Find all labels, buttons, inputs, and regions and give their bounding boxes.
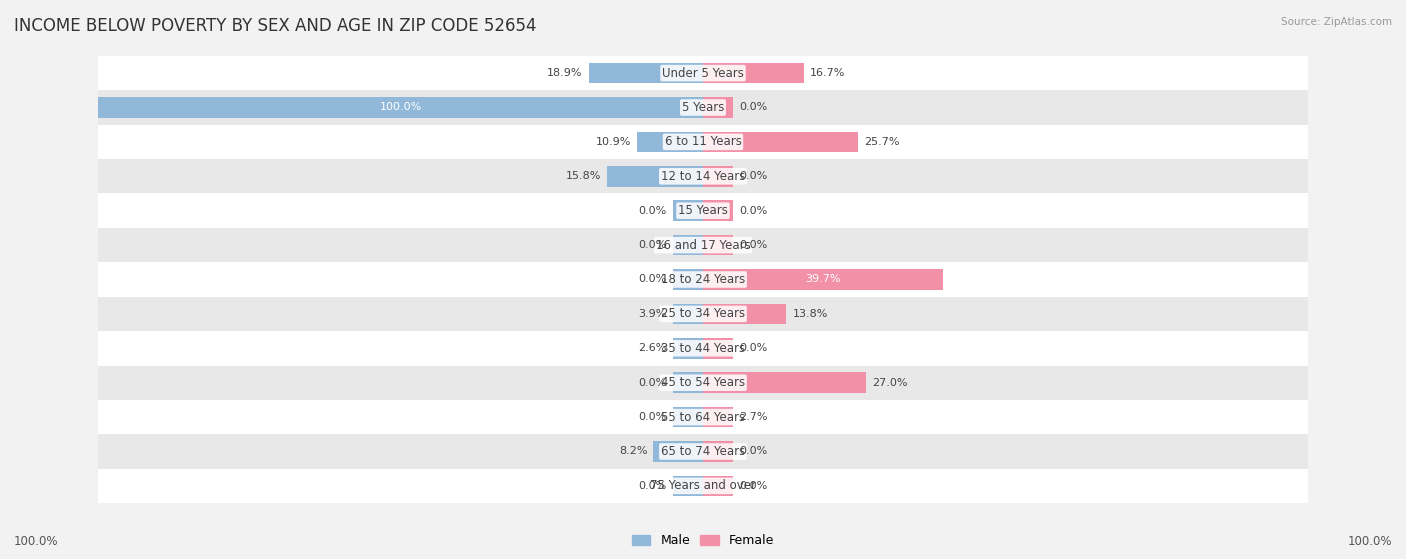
Text: 0.0%: 0.0% (740, 171, 768, 181)
Text: 100.0%: 100.0% (1347, 535, 1392, 548)
Bar (703, 235, 734, 255)
Bar (672, 476, 703, 496)
Text: 2.6%: 2.6% (638, 343, 666, 353)
Bar (589, 63, 703, 83)
Text: 0.0%: 0.0% (638, 274, 666, 285)
Bar (98, 468, 1308, 503)
Text: 27.0%: 27.0% (872, 378, 908, 388)
Text: 0.0%: 0.0% (740, 240, 768, 250)
Legend: Male, Female: Male, Female (631, 534, 775, 547)
Text: 12 to 14 Years: 12 to 14 Years (661, 170, 745, 183)
Bar (98, 193, 1308, 228)
Text: 5 Years: 5 Years (682, 101, 724, 114)
Bar (98, 228, 1308, 262)
Text: 16 and 17 Years: 16 and 17 Years (655, 239, 751, 252)
Bar (703, 476, 734, 496)
Text: 25 to 34 Years: 25 to 34 Years (661, 307, 745, 320)
Bar (703, 200, 734, 221)
Bar (703, 338, 734, 359)
Bar (98, 91, 1308, 125)
Bar (98, 125, 1308, 159)
Bar (703, 407, 734, 428)
Text: 65 to 74 Years: 65 to 74 Years (661, 445, 745, 458)
Text: 0.0%: 0.0% (638, 481, 666, 491)
Text: 0.0%: 0.0% (638, 412, 666, 422)
Bar (98, 434, 1308, 468)
Bar (98, 97, 703, 118)
Bar (98, 331, 1308, 366)
Text: 0.0%: 0.0% (638, 206, 666, 216)
Text: 35 to 44 Years: 35 to 44 Years (661, 342, 745, 355)
Bar (703, 166, 734, 187)
Bar (672, 269, 703, 290)
Text: Source: ZipAtlas.com: Source: ZipAtlas.com (1281, 17, 1392, 27)
Text: 0.0%: 0.0% (638, 378, 666, 388)
Text: 8.2%: 8.2% (619, 447, 647, 457)
Text: 100.0%: 100.0% (380, 102, 422, 112)
Text: 13.8%: 13.8% (793, 309, 828, 319)
Bar (703, 63, 804, 83)
Bar (703, 131, 859, 152)
Text: 45 to 54 Years: 45 to 54 Years (661, 376, 745, 389)
Bar (98, 56, 1308, 91)
Text: 0.0%: 0.0% (638, 240, 666, 250)
Text: 25.7%: 25.7% (865, 137, 900, 147)
Bar (98, 297, 1308, 331)
Bar (98, 400, 1308, 434)
Bar (607, 166, 703, 187)
Bar (98, 159, 1308, 193)
Bar (637, 131, 703, 152)
Bar (672, 407, 703, 428)
Bar (654, 441, 703, 462)
Text: 15.8%: 15.8% (567, 171, 602, 181)
Bar (703, 269, 943, 290)
Text: 0.0%: 0.0% (740, 206, 768, 216)
Bar (672, 372, 703, 393)
Bar (703, 441, 734, 462)
Bar (98, 366, 1308, 400)
Bar (672, 200, 703, 221)
Text: INCOME BELOW POVERTY BY SEX AND AGE IN ZIP CODE 52654: INCOME BELOW POVERTY BY SEX AND AGE IN Z… (14, 17, 537, 35)
Text: 15 Years: 15 Years (678, 204, 728, 217)
Text: 16.7%: 16.7% (810, 68, 845, 78)
Text: 18.9%: 18.9% (547, 68, 582, 78)
Bar (98, 262, 1308, 297)
Text: 39.7%: 39.7% (806, 274, 841, 285)
Text: 0.0%: 0.0% (740, 481, 768, 491)
Bar (672, 338, 703, 359)
Text: 0.0%: 0.0% (740, 343, 768, 353)
Text: 0.0%: 0.0% (740, 447, 768, 457)
Bar (703, 97, 734, 118)
Text: 0.0%: 0.0% (740, 102, 768, 112)
Text: 18 to 24 Years: 18 to 24 Years (661, 273, 745, 286)
Bar (703, 304, 786, 324)
Text: 6 to 11 Years: 6 to 11 Years (665, 135, 741, 148)
Text: 10.9%: 10.9% (596, 137, 631, 147)
Bar (672, 235, 703, 255)
Text: 2.7%: 2.7% (740, 412, 768, 422)
Text: 3.9%: 3.9% (638, 309, 666, 319)
Bar (703, 372, 866, 393)
Text: 100.0%: 100.0% (14, 535, 59, 548)
Text: 55 to 64 Years: 55 to 64 Years (661, 411, 745, 424)
Bar (672, 304, 703, 324)
Text: 75 Years and over: 75 Years and over (650, 480, 756, 492)
Text: Under 5 Years: Under 5 Years (662, 67, 744, 79)
